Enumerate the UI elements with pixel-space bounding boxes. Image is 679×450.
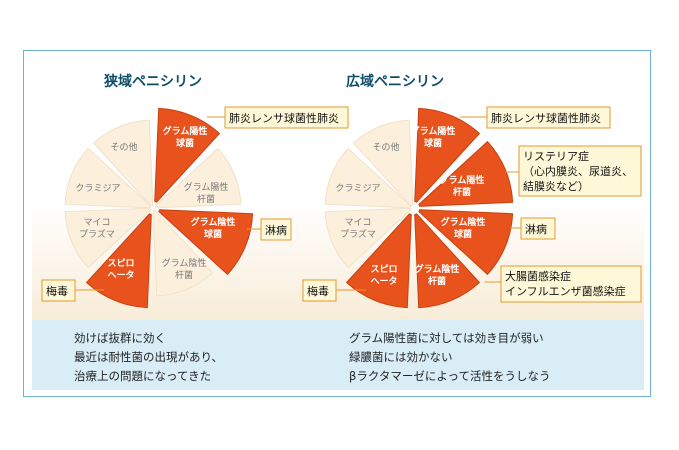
right-notes: グラム陽性菌に対しては効き目が弱い 緑膿菌には効かない βラクタマーゼによって活… [349, 329, 550, 386]
left-callout-syphilis-box [41, 279, 76, 302]
right-wedge-spirochete [345, 213, 412, 309]
right-seg-other: その他 [372, 141, 399, 153]
notes-panel [32, 320, 644, 390]
left-callout-pneumonia-box [224, 106, 349, 129]
left-seg-gram-neg-rod-line1: グラム陰性 [162, 257, 207, 269]
left-wedge-spirochete [85, 213, 152, 309]
right-seg-gram-pos-rod-line2: 杆菌 [453, 186, 471, 198]
left-seg-gram-pos-cocci-line1: グラム陽性 [163, 125, 208, 137]
left-seg-mycoplasma-line2: プラズマ [79, 228, 115, 240]
left-wedge-gram-neg-cocci [158, 209, 254, 276]
right-chart-title: 広域ペニシリン [346, 73, 444, 90]
right-callout-intestinal-box [500, 265, 642, 303]
left-seg-other: その他 [110, 141, 137, 153]
left-wedge-other [92, 119, 154, 207]
right-seg-gram-neg-rod-line2: 杆菌 [428, 275, 446, 287]
right-wedge-gram-neg-cocci [418, 209, 514, 276]
left-notes: 効けば抜群に効く 最近は耐性菌の出現があり、 治療上の問題になってきた [74, 329, 223, 386]
right-pie [324, 107, 514, 309]
left-wedge-chlamydia [64, 147, 152, 209]
right-seg-gram-neg-cocci-line2: 球菌 [454, 228, 472, 240]
right-seg-spirochete-line2: ヘータ [370, 275, 397, 287]
right-callout-intestinal-line2: インフルエンザ菌感染症 [505, 284, 626, 298]
right-seg-spirochete-line1: スピロ [370, 263, 397, 275]
left-wedge-gram-neg-rod [152, 209, 214, 297]
left-callout-syphilis: 梅毒 [46, 284, 68, 298]
right-wedge-mycoplasma [324, 207, 412, 269]
right-callout-intestinal-line1: 大腸菌感染症 [505, 269, 571, 283]
right-seg-gram-neg-cocci-line1: グラム陰性 [441, 216, 486, 228]
right-seg-chlamydia: クラミジア [335, 183, 380, 194]
left-note-line: 最近は耐性菌の出現があり、 [74, 350, 224, 364]
right-callout-gonorrhea: 淋病 [525, 222, 547, 236]
right-callout-pneumonia-box [486, 106, 611, 129]
right-wedge-gram-pos-rod [418, 140, 514, 207]
right-callout-listeria-line2: （心内膜炎、尿道炎、 [523, 164, 633, 178]
right-wedge-gram-pos-cocci [414, 107, 481, 203]
left-seg-gram-pos-rod-line1: グラム陽性 [184, 181, 229, 193]
left-seg-chlamydia: クラミジア [75, 183, 120, 194]
left-seg-mycoplasma-line1: マイコ [83, 218, 110, 228]
right-wedge-other [352, 119, 414, 207]
left-note-line: 効けば抜群に効く [74, 331, 166, 345]
left-note-line: 治療上の問題になってきた [74, 369, 212, 383]
right-seg-mycoplasma-line2: プラズマ [340, 228, 376, 240]
right-callout-pneumonia: 肺炎レンサ球菌性肺炎 [491, 111, 601, 125]
right-wedge-chlamydia [324, 147, 412, 209]
right-callout-listeria-line3: 結膜炎など） [523, 179, 589, 193]
left-pie [64, 107, 254, 309]
right-note-line: 緑膿菌には効かない [349, 350, 453, 364]
left-seg-gram-neg-cocci-line2: 球菌 [204, 228, 222, 240]
right-seg-gram-pos-rod-line1: グラム陽性 [440, 174, 485, 186]
right-note-line: βラクタマーゼによって活性をうしなう [349, 369, 551, 383]
right-seg-gram-pos-cocci-line2: 球菌 [424, 137, 442, 149]
right-seg-mycoplasma-line1: マイコ [344, 218, 371, 228]
right-callout-syphilis: 梅毒 [307, 284, 329, 298]
left-callout-pneumonia: 肺炎レンサ球菌性肺炎 [229, 111, 339, 125]
right-callout-listeria-line1: リステリア症 [523, 149, 589, 163]
right-callout-gonorrhea-box [520, 217, 556, 240]
left-wedge-gram-pos-cocci [154, 107, 221, 203]
left-seg-gram-pos-cocci-line2: 球菌 [176, 137, 194, 149]
right-seg-gram-pos-cocci-line1: グラム陽性 [411, 125, 456, 137]
left-seg-gram-pos-rod-line2: 杆菌 [197, 193, 215, 205]
left-callout-gonorrhea: 淋病 [265, 223, 287, 237]
right-callout-listeria-box [518, 145, 642, 197]
left-seg-spirochete-line1: スピロ [107, 257, 134, 269]
left-seg-spirochete-line2: ヘータ [107, 269, 134, 281]
left-wedge-mycoplasma [64, 207, 152, 269]
left-seg-gram-neg-rod-line2: 杆菌 [175, 269, 193, 281]
right-callout-syphilis-box [302, 279, 337, 302]
right-wedge-gram-neg-rod [414, 213, 481, 309]
right-note-line: グラム陽性菌に対しては効き目が弱い [349, 331, 544, 345]
left-chart-title: 狭域ペニシリン [103, 73, 202, 90]
left-seg-gram-neg-cocci-line1: グラム陰性 [191, 216, 236, 228]
right-seg-gram-neg-rod-line1: グラム陰性 [415, 263, 460, 275]
left-wedge-gram-pos-rod [154, 147, 242, 209]
left-callout-gonorrhea-box [260, 218, 292, 241]
